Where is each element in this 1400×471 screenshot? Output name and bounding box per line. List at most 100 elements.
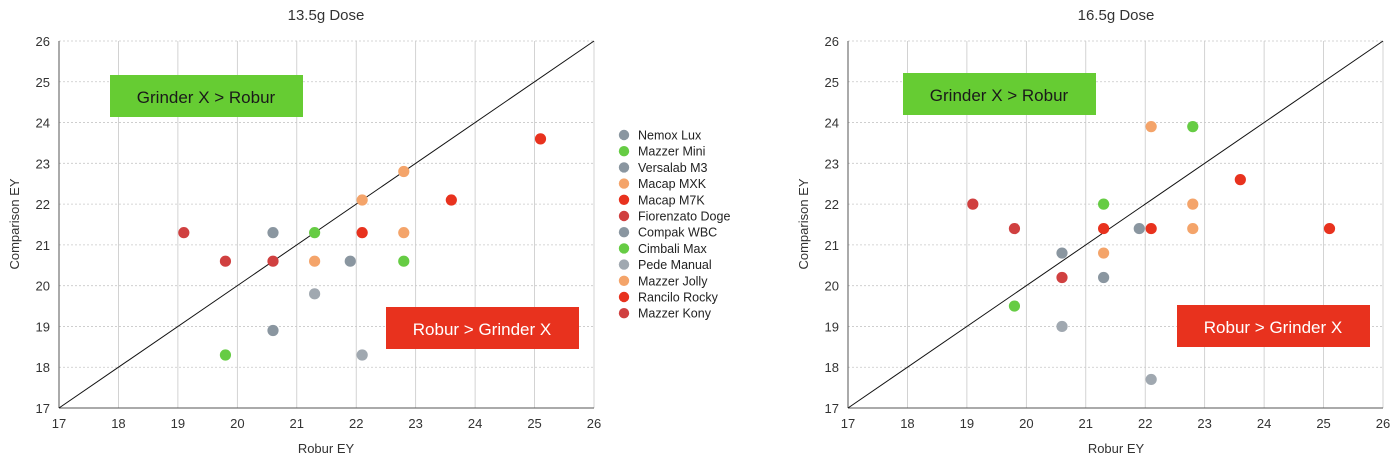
- y-axis-label: Comparison EY: [7, 178, 22, 269]
- parity-line: [847, 40, 1384, 409]
- chart-title: 16.5g Dose: [1078, 7, 1155, 24]
- x-tick-label: 21: [290, 416, 304, 431]
- x-tick-label: 26: [587, 416, 601, 431]
- y-tick-label: 19: [36, 319, 50, 334]
- x-tick-label: 20: [230, 416, 244, 431]
- data-point: [309, 288, 321, 300]
- data-point: [1133, 222, 1145, 235]
- legend-label: Mazzer Jolly: [638, 274, 708, 288]
- annotation-box: [386, 307, 579, 349]
- legend-label: Mazzer Mini: [638, 145, 705, 159]
- data-point: [1187, 222, 1199, 235]
- data-point: [1098, 247, 1110, 259]
- y-tick-label: 21: [36, 238, 50, 253]
- data-point: [219, 349, 232, 361]
- chart-13-5g-dose: 13.5g Dose Robur EY Comparison EY 17 18 19…: [7, 7, 730, 456]
- x-tick-label: 21: [1079, 416, 1093, 431]
- y-tick-label: 26: [36, 34, 50, 49]
- data-point: [534, 133, 547, 145]
- x-tick-label: 23: [1197, 416, 1211, 431]
- y-tick-label: 18: [825, 360, 839, 375]
- y-tick-label: 25: [825, 75, 839, 90]
- y-tick-label: 17: [36, 401, 50, 416]
- x-tick-label: 22: [1138, 416, 1152, 431]
- data-point: [344, 255, 356, 267]
- annotation-box: [110, 75, 303, 117]
- data-point: [267, 255, 279, 267]
- legend-marker: [618, 178, 630, 189]
- x-tick-label: 25: [527, 416, 541, 431]
- y-tick-label: 25: [36, 75, 50, 90]
- data-point: [1187, 198, 1199, 210]
- legend-marker: [618, 275, 630, 286]
- annotation-label: Robur > Grinder X: [413, 320, 551, 339]
- y-tick-label: 24: [825, 116, 839, 131]
- data-point: [1145, 373, 1157, 386]
- data-point: [1234, 174, 1246, 186]
- data-point: [1187, 121, 1199, 133]
- data-point: [1056, 271, 1068, 284]
- data-point: [1323, 222, 1336, 235]
- y-tick-label: 22: [825, 197, 839, 212]
- legend-label: Fiorenzato Doge: [638, 210, 730, 224]
- x-axis-label: Robur EY: [1088, 441, 1145, 456]
- data-point: [398, 255, 410, 267]
- y-tick-label: 23: [825, 156, 839, 171]
- y-tick-label: 24: [36, 116, 50, 131]
- x-tick-label: 24: [468, 416, 482, 431]
- annotation-label: Grinder X > Robur: [137, 88, 276, 107]
- data-point: [1008, 222, 1021, 235]
- y-tick-label: 23: [36, 156, 50, 171]
- data-point: [1056, 247, 1068, 259]
- data-point: [1008, 300, 1021, 312]
- data-point: [356, 194, 368, 206]
- chart-title: 13.5g Dose: [288, 7, 365, 24]
- legend-label: Mazzer Kony: [638, 307, 712, 321]
- x-tick-label: 22: [349, 416, 363, 431]
- y-tick-label: 19: [825, 319, 839, 334]
- data-point: [967, 198, 979, 210]
- x-tick-label: 17: [841, 416, 855, 431]
- annotation-box: [903, 73, 1096, 115]
- parity-line: [58, 40, 595, 409]
- legend-label: Macap M7K: [638, 193, 705, 207]
- legend-marker: [618, 162, 630, 173]
- legend-marker: [618, 210, 630, 222]
- x-axis-label: Robur EY: [298, 441, 355, 456]
- legend: Nemox Lux Mazzer Mini Versalab M3 Macap MXK…: [618, 129, 730, 321]
- y-tick-label: 21: [825, 238, 839, 253]
- annotation-box: [1177, 305, 1370, 347]
- data-point: [178, 227, 190, 239]
- x-tick-label: 18: [111, 416, 125, 431]
- data-point: [309, 255, 321, 267]
- x-tick-label: 18: [900, 416, 914, 431]
- data-point: [398, 227, 410, 239]
- annotation-label: Grinder X > Robur: [930, 86, 1069, 105]
- legend-marker: [618, 259, 630, 270]
- legend-label: Cimbali Max: [638, 242, 708, 256]
- x-tick-label: 23: [408, 416, 422, 431]
- y-tick-label: 18: [36, 360, 50, 375]
- data-point: [356, 349, 368, 361]
- x-tick-label: 19: [960, 416, 974, 431]
- data-point: [1098, 222, 1110, 235]
- legend-marker: [618, 227, 630, 238]
- data-point: [1145, 121, 1157, 133]
- legend-marker: [618, 146, 630, 157]
- legend-label: Nemox Lux: [638, 129, 702, 143]
- y-tick-label: 17: [825, 401, 839, 416]
- legend-label: Macap MXK: [638, 177, 707, 191]
- data-point: [219, 255, 232, 267]
- y-tick-label: 22: [36, 197, 50, 212]
- legend-label: Versalab M3: [638, 161, 708, 175]
- x-tick-label: 19: [171, 416, 185, 431]
- data-point: [445, 194, 457, 206]
- data-point: [356, 227, 368, 239]
- x-tick-label: 17: [52, 416, 66, 431]
- legend-label: Pede Manual: [638, 258, 712, 272]
- legend-marker: [618, 243, 630, 254]
- data-point: [1098, 198, 1110, 210]
- y-tick-label: 20: [825, 279, 839, 294]
- x-tick-label: 25: [1316, 416, 1330, 431]
